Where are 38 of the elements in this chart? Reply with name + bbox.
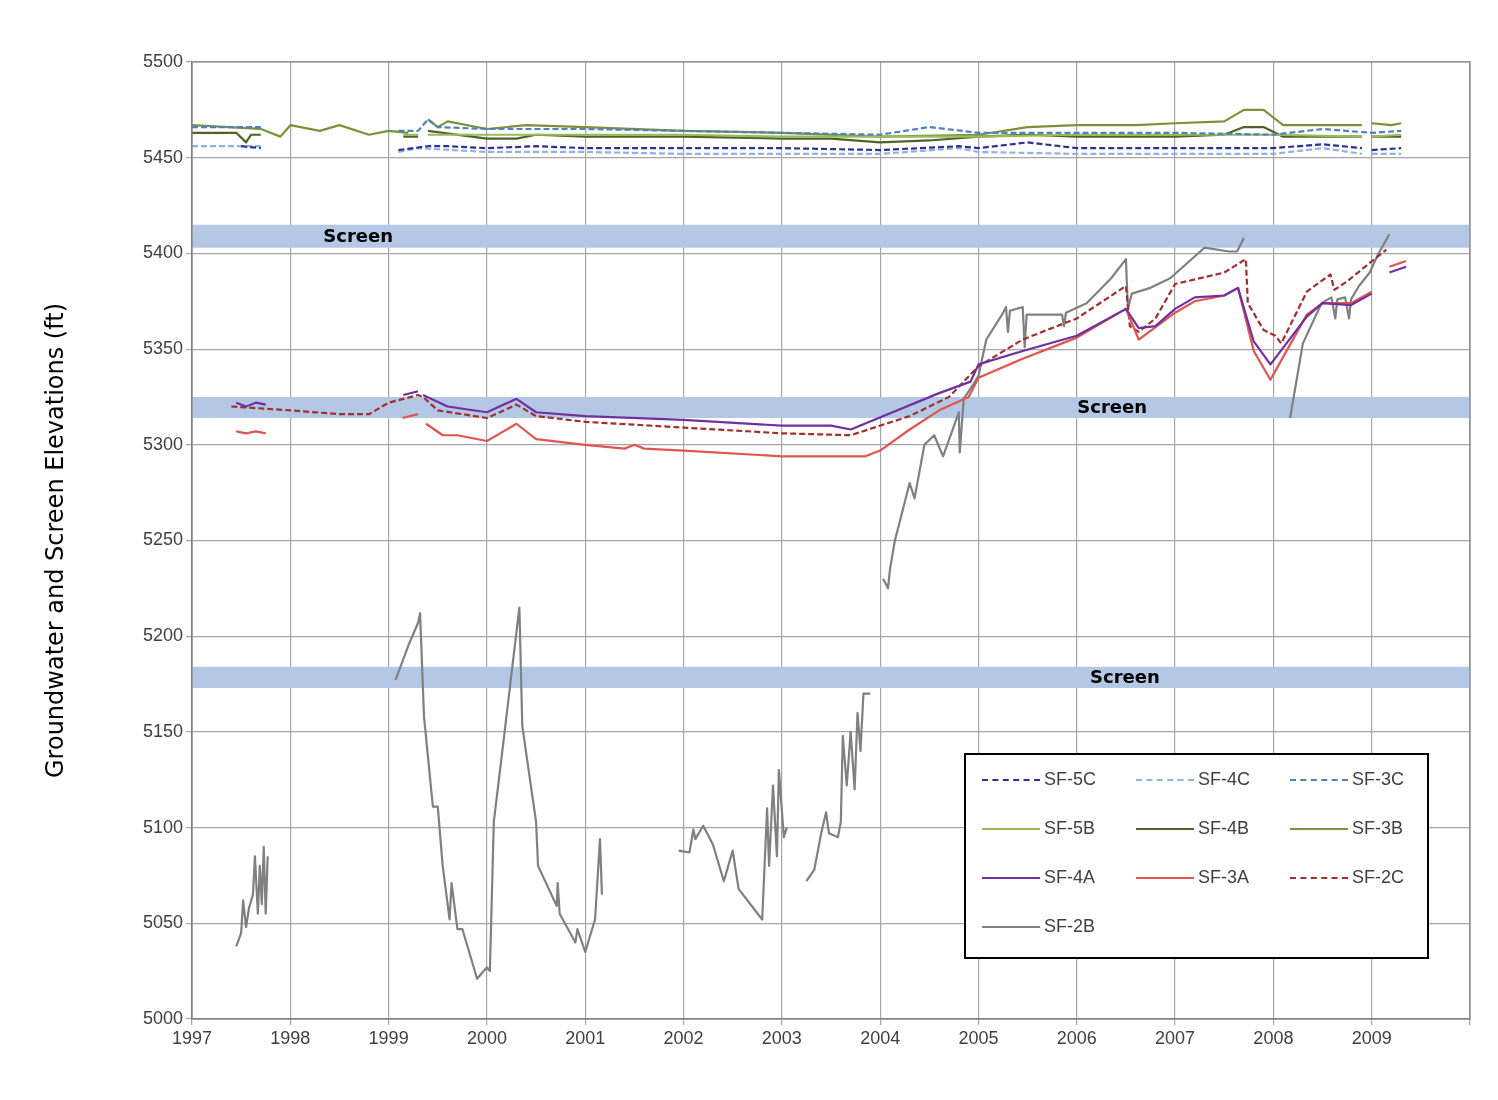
- x-tick-label: 1999: [368, 1027, 409, 1048]
- x-tick-label: 1998: [270, 1027, 311, 1048]
- x-tick-label: 2008: [1253, 1027, 1294, 1048]
- band-label: Screen: [323, 224, 394, 246]
- y-tick-label: 5200: [142, 625, 183, 646]
- y-axis-title: Groundwater and Screen Elevations (ft): [40, 303, 69, 778]
- x-tick-label: 2006: [1056, 1027, 1097, 1048]
- legend-label: SF-3C: [1352, 769, 1405, 790]
- legend-label: SF-5C: [1044, 769, 1097, 790]
- legend-label: SF-4B: [1198, 818, 1250, 839]
- y-tick-label: 5050: [142, 912, 183, 933]
- y-tick-label: 5000: [142, 1007, 183, 1028]
- legend-label: SF-3B: [1352, 818, 1404, 839]
- x-tick-label: 2007: [1155, 1027, 1196, 1048]
- y-tick-label: 5500: [142, 50, 183, 71]
- legend-label: SF-4C: [1198, 769, 1251, 790]
- legend-label: SF-5B: [1044, 818, 1096, 839]
- legend-label: SF-3A: [1198, 867, 1250, 888]
- y-tick-label: 5450: [142, 146, 183, 167]
- x-tick-label: 2003: [761, 1027, 802, 1048]
- x-tick-label: 2001: [565, 1027, 606, 1048]
- x-tick-label: 2009: [1351, 1027, 1392, 1048]
- band-label: Screen: [1077, 396, 1148, 418]
- x-tick-label: 2002: [663, 1027, 704, 1048]
- y-tick-label: 5300: [142, 433, 183, 454]
- legend-label: SF-2C: [1352, 867, 1405, 888]
- y-tick-label: 5350: [142, 338, 183, 359]
- x-tick-label: 2000: [466, 1027, 507, 1048]
- x-tick-label: 2005: [958, 1027, 999, 1048]
- band-label: Screen: [1090, 666, 1160, 688]
- y-tick-label: 5100: [142, 816, 183, 837]
- y-tick-label: 5250: [142, 529, 183, 550]
- legend-label: SF-4A: [1044, 867, 1096, 888]
- y-tick-label: 5400: [142, 242, 183, 263]
- x-tick-label: 2004: [860, 1027, 901, 1048]
- x-tick-label: 1997: [171, 1027, 213, 1048]
- y-tick-label: 5150: [142, 720, 183, 741]
- legend-label: SF-2B: [1044, 916, 1096, 937]
